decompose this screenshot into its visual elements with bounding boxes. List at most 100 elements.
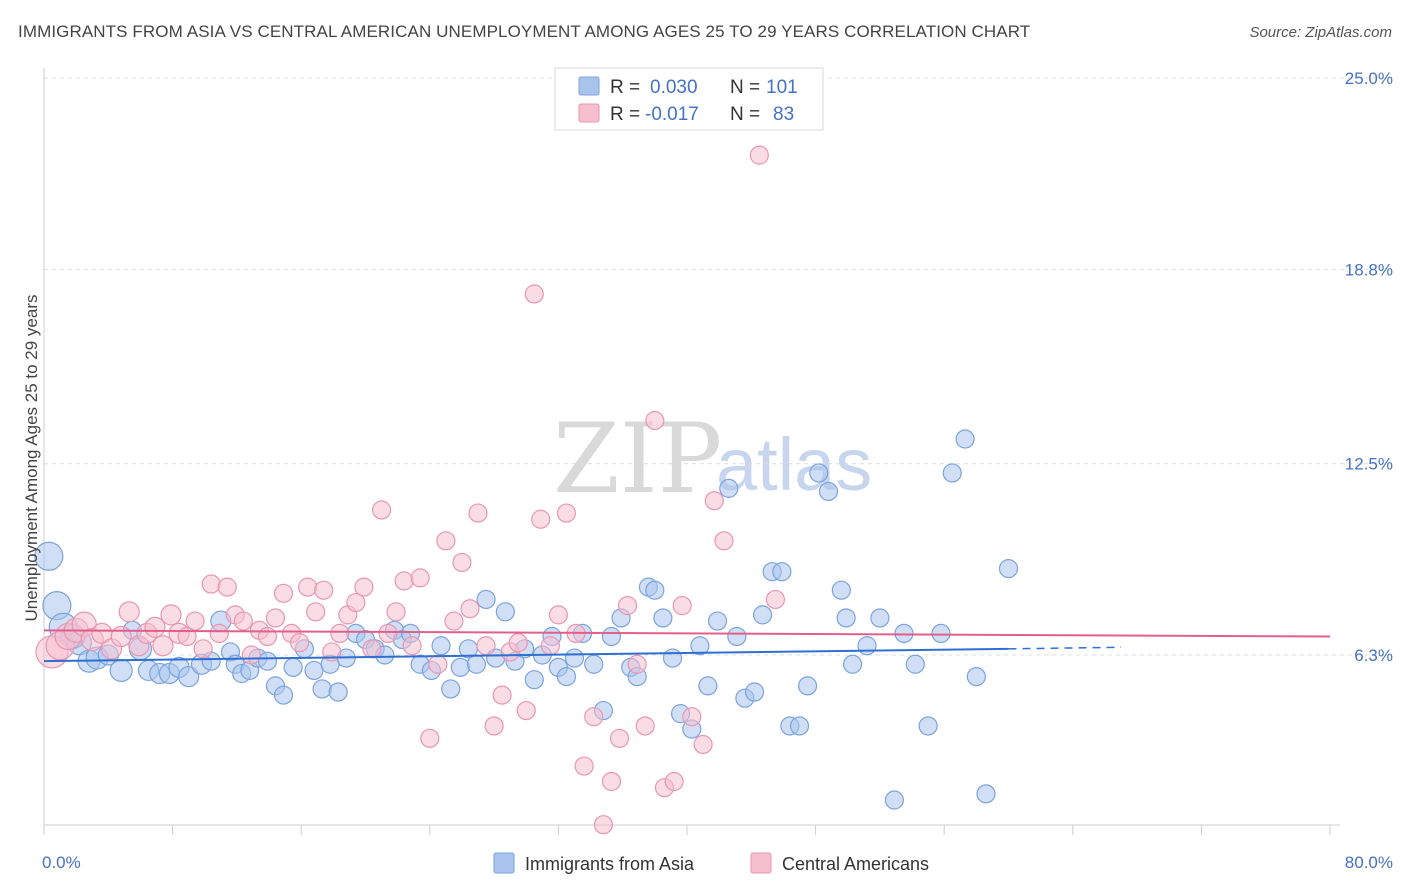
point-asia-93 xyxy=(894,623,914,644)
point-ca-32 xyxy=(306,602,326,622)
point-asia-8 xyxy=(109,658,133,683)
legend-r-label-ca: R = xyxy=(610,104,640,125)
point-ca-61 xyxy=(540,636,560,656)
point-asia-27 xyxy=(283,657,303,677)
point-asia-53 xyxy=(524,670,544,690)
point-ca-34 xyxy=(322,642,342,662)
point-asia-60 xyxy=(584,654,604,674)
point-asia-15 xyxy=(178,665,200,688)
point-ca-51 xyxy=(460,599,480,619)
point-ca-9 xyxy=(118,601,140,623)
point-ca-54 xyxy=(484,716,504,736)
point-ca-18 xyxy=(193,639,213,659)
legend-swatch-ca xyxy=(578,103,600,123)
point-asia-24 xyxy=(257,651,278,671)
point-asia-99 xyxy=(966,666,986,687)
point-ca-13 xyxy=(152,635,174,657)
x-tick-label-min: 0.0% xyxy=(42,853,81,872)
point-ca-53 xyxy=(476,636,496,656)
bottom-legend-swatch-asia xyxy=(493,852,515,874)
point-asia-94 xyxy=(905,654,925,674)
point-ca-19 xyxy=(201,574,221,594)
point-asia-48 xyxy=(476,589,496,610)
point-asia-91 xyxy=(870,608,890,628)
point-ca-72 xyxy=(635,716,655,736)
point-asia-95 xyxy=(918,716,938,736)
legend-n-label-asia: N = xyxy=(730,77,760,98)
top-legend: R = 0.030 N = 101 R = -0.017 N = 83 xyxy=(554,67,824,131)
point-asia-26 xyxy=(273,685,294,705)
point-asia-67 xyxy=(645,580,665,600)
point-ca-75 xyxy=(664,771,684,792)
point-ca-23 xyxy=(233,611,253,631)
point-ca-40 xyxy=(371,500,392,520)
point-asia-57 xyxy=(556,666,577,687)
point-asia-73 xyxy=(698,676,718,696)
point-ca-68 xyxy=(601,771,622,792)
point-asia-84 xyxy=(797,676,818,696)
point-asia-87 xyxy=(831,580,851,600)
point-ca-35 xyxy=(330,623,350,644)
point-ca-39 xyxy=(362,639,382,659)
point-ca-42 xyxy=(386,602,406,622)
point-ca-78 xyxy=(693,734,713,755)
point-ca-70 xyxy=(617,596,638,616)
point-asia-97 xyxy=(942,463,962,483)
point-ca-76 xyxy=(672,596,692,616)
bottom-legend-label-asia: Immigrants from Asia xyxy=(525,854,695,874)
y-tick-labels: 6.3% 12.5% 18.8% 25.0% xyxy=(1345,69,1393,665)
point-ca-31 xyxy=(298,577,318,597)
legend-r-value-asia: 0.030 xyxy=(650,77,698,98)
point-ca-60 xyxy=(531,509,551,529)
point-asia-50 xyxy=(495,602,515,622)
point-asia-101 xyxy=(998,559,1019,579)
x-tick-label-max: 80.0% xyxy=(1345,853,1393,872)
point-ca-46 xyxy=(420,728,440,748)
point-ca-30 xyxy=(289,633,310,653)
point-asia-30 xyxy=(312,679,332,699)
point-ca-43 xyxy=(394,571,414,591)
legend-swatch-asia xyxy=(578,76,600,96)
point-ca-14 xyxy=(160,604,182,626)
axes xyxy=(43,68,1340,835)
y-tick-label-0: 6.3% xyxy=(1354,646,1393,665)
point-ca-44 xyxy=(402,636,422,656)
point-ca-24 xyxy=(241,645,261,665)
point-ca-28 xyxy=(273,583,294,603)
y-tick-label-3: 25.0% xyxy=(1345,69,1393,88)
point-asia-83 xyxy=(789,716,810,736)
point-ca-62 xyxy=(548,605,569,625)
point-ca-55 xyxy=(492,685,512,705)
bottom-legend-label-ca: Central Americans xyxy=(782,854,929,874)
point-ca-45 xyxy=(410,568,430,588)
point-ca-67 xyxy=(593,815,614,835)
legend-box xyxy=(554,67,824,131)
bottom-legend: Immigrants from Asia Central Americans xyxy=(493,852,929,874)
point-asia-76 xyxy=(727,626,747,647)
point-ca-63 xyxy=(556,503,577,523)
point-asia-100 xyxy=(976,784,996,804)
point-asia-0 xyxy=(34,541,64,571)
trend-line-ca xyxy=(43,629,1331,638)
point-asia-89 xyxy=(842,654,863,674)
point-ca-58 xyxy=(516,700,536,721)
point-ca-71 xyxy=(627,654,647,674)
grid xyxy=(44,77,1393,656)
bottom-legend-swatch-ca xyxy=(750,852,772,874)
legend-r-value-ca: -0.017 xyxy=(645,104,699,125)
point-ca-47 xyxy=(428,654,448,674)
y-tick-label-2: 18.8% xyxy=(1345,260,1393,279)
point-ca-27 xyxy=(265,608,286,628)
point-asia-96 xyxy=(931,623,951,644)
point-asia-69 xyxy=(662,648,683,668)
trend-line-asia-extension xyxy=(1008,646,1122,650)
point-asia-58 xyxy=(564,648,585,668)
point-ca-33 xyxy=(314,580,334,600)
y-axis-label: Unemployment Among Ages 25 to 29 years xyxy=(22,295,41,622)
point-asia-47 xyxy=(466,654,487,674)
point-ca-12 xyxy=(144,616,166,638)
watermark: ZIP atlas xyxy=(553,403,872,515)
watermark-atlas: atlas xyxy=(716,423,872,506)
point-ca-50 xyxy=(452,552,472,573)
trend-line-asia xyxy=(43,647,1009,663)
